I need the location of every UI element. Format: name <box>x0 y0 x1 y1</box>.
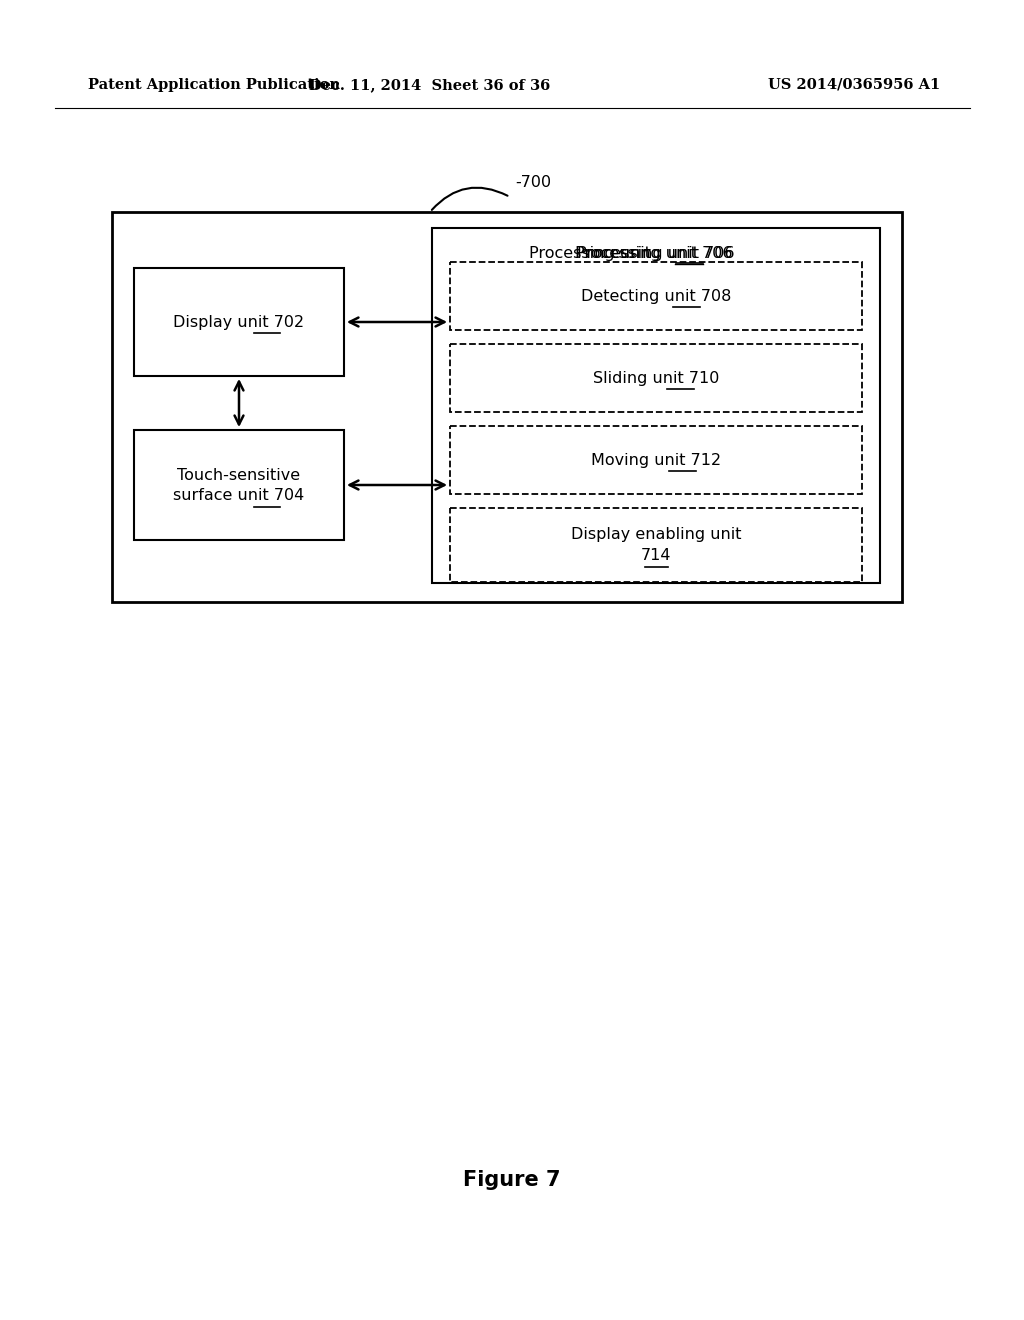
Bar <box>450 345 862 412</box>
Text: -700: -700 <box>515 176 551 190</box>
Text: Processing unit 706: Processing unit 706 <box>575 246 733 261</box>
Text: Patent Application Publication: Patent Application Publication <box>88 78 340 92</box>
Bar <box>450 261 862 330</box>
Bar <box>134 268 344 376</box>
Text: US 2014/0365956 A1: US 2014/0365956 A1 <box>768 78 940 92</box>
FancyArrowPatch shape <box>432 187 508 210</box>
Text: Processing unit: Processing unit <box>528 246 656 261</box>
Text: Processing unit 706: Processing unit 706 <box>578 246 735 261</box>
Text: Moving unit 712: Moving unit 712 <box>591 453 721 467</box>
Text: 714: 714 <box>641 548 672 562</box>
Bar <box>450 508 862 582</box>
Bar <box>432 228 880 583</box>
Bar <box>112 213 902 602</box>
Text: Touch-sensitive: Touch-sensitive <box>177 467 301 483</box>
Text: Detecting unit 708: Detecting unit 708 <box>581 289 731 304</box>
Text: Figure 7: Figure 7 <box>463 1170 561 1191</box>
Text: Display unit 702: Display unit 702 <box>173 314 304 330</box>
Text: Sliding unit 710: Sliding unit 710 <box>593 371 719 385</box>
Text: surface unit 704: surface unit 704 <box>173 487 304 503</box>
Bar <box>134 430 344 540</box>
Bar <box>450 426 862 494</box>
Text: Display enabling unit: Display enabling unit <box>570 528 741 543</box>
Text: Dec. 11, 2014  Sheet 36 of 36: Dec. 11, 2014 Sheet 36 of 36 <box>309 78 551 92</box>
